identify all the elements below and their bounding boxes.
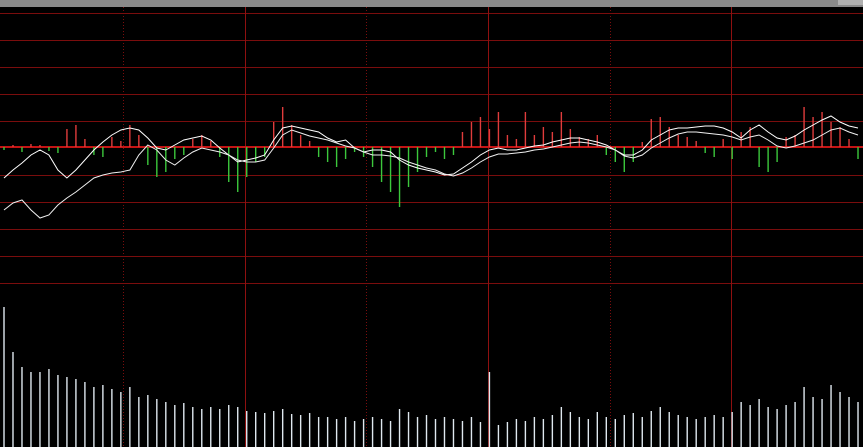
top-bar	[0, 0, 863, 7]
line	[3, 115, 859, 179]
marks	[3, 107, 859, 447]
line	[3, 127, 859, 219]
grid	[0, 7, 863, 447]
scroll-thumb	[838, 0, 863, 5]
